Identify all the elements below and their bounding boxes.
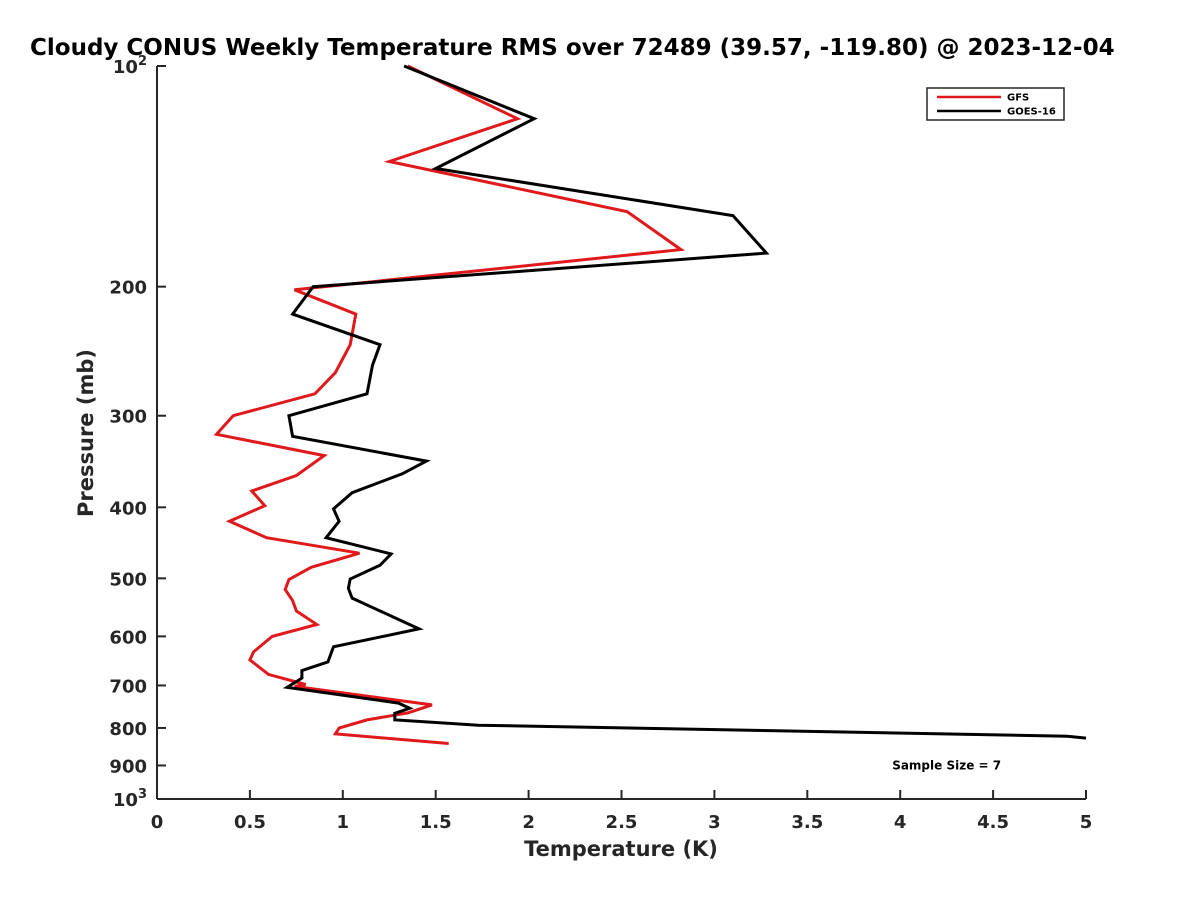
y-tick-label: 600	[109, 627, 147, 648]
x-tick-label: 0	[151, 812, 164, 833]
x-tick-label: 1	[337, 812, 350, 833]
y-tick-label: 300	[109, 407, 147, 428]
x-tick-label: 2	[522, 812, 535, 833]
x-tick-label: 5	[1080, 812, 1093, 833]
x-tick-label: 1.5	[420, 812, 452, 833]
y-axis-label: Pressure (mb)	[74, 349, 98, 517]
sample-size-annotation: Sample Size = 7	[892, 758, 1001, 772]
y-axis: 102 200 300 400 500 600 700 800 900 103	[109, 54, 166, 811]
x-tick-label: 3.5	[791, 812, 823, 833]
series-layer	[213, 64, 1087, 745]
y-tick-label: 103	[113, 787, 147, 811]
legend-label: GOES-16	[1007, 107, 1056, 118]
x-tick-label: 3	[708, 812, 721, 833]
y-tick-label: 900	[109, 756, 147, 777]
x-tick-label: 4.5	[977, 812, 1009, 833]
legend: GFS GOES-16	[926, 87, 1065, 121]
x-axis-label: Temperature (K)	[524, 837, 718, 861]
x-axis: 0 0.5 1 1.5 2 2.5 3 3.5 4 4.5 5	[151, 790, 1093, 833]
series-line-gfs	[213, 64, 686, 745]
y-tick-label: 500	[109, 569, 147, 590]
legend-box	[926, 87, 1065, 121]
x-tick-label: 4	[894, 812, 907, 833]
y-tick-label: 400	[109, 498, 147, 519]
x-tick-label: 0.5	[234, 812, 266, 833]
y-tick-label: 800	[109, 719, 147, 740]
chart-title: Cloudy CONUS Weekly Temperature RMS over…	[30, 35, 1115, 61]
legend-label: GFS	[1007, 93, 1029, 104]
y-tick-label: 700	[109, 676, 147, 697]
annotations: Sample Size = 7	[892, 758, 1001, 772]
x-tick-label: 2.5	[606, 812, 638, 833]
y-tick-label: 102	[113, 54, 147, 78]
y-tick-label: 200	[109, 278, 147, 299]
series-line-goes-16	[282, 64, 1087, 740]
